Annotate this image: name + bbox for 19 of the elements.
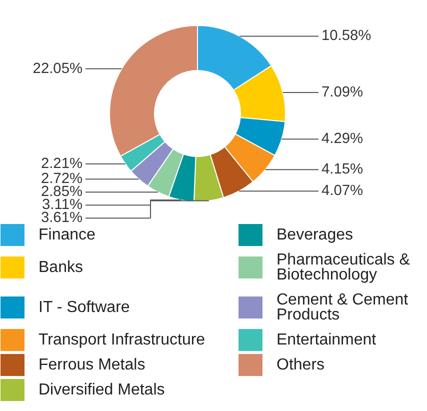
legend-label: Beverages <box>276 226 353 244</box>
legend-label: Others <box>276 356 325 374</box>
legend-label: IT - Software <box>38 299 130 316</box>
data-label: 10.58% <box>322 28 372 44</box>
legend-label: Entertainment <box>276 332 377 348</box>
legend-label: Cement & Cement Products <box>276 292 409 324</box>
data-label: 4.07% <box>322 183 364 200</box>
data-label: 4.29% <box>322 131 364 148</box>
legend-label: Diversified Metals <box>38 382 165 398</box>
legend-label: Banks <box>38 259 83 276</box>
legend-label: Ferrous Metals <box>38 356 146 374</box>
legend-label: Transport Infrastructure <box>38 332 206 348</box>
data-label: 22.05% <box>32 60 83 77</box>
data-label: 4.15% <box>322 162 364 178</box>
legend-label: Finance <box>38 226 96 244</box>
legend-label: Pharmaceuticals & Biotechnology <box>276 252 410 284</box>
data-label: 7.09% <box>322 84 364 101</box>
data-label: 2.21% <box>40 156 83 172</box>
data-label: 3.61% <box>40 210 83 226</box>
